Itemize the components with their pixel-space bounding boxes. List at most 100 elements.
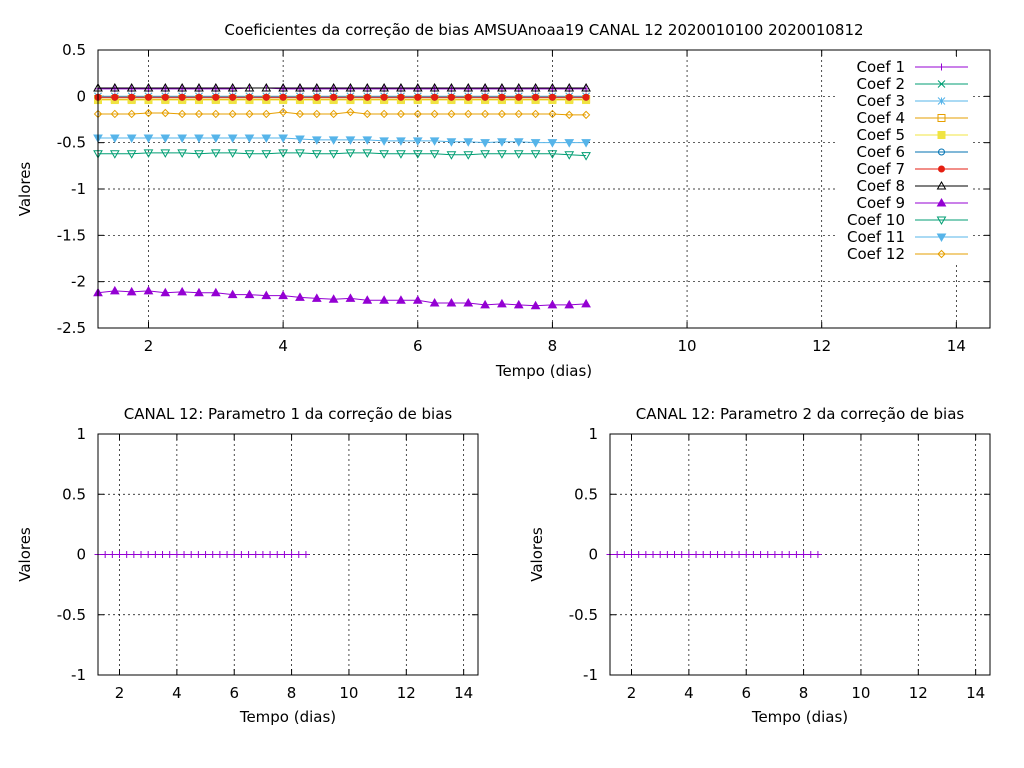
- coef-9-point: [278, 290, 288, 300]
- coef-10-point: [530, 150, 541, 159]
- coef-8-point: [126, 82, 137, 92]
- coef-7-point: [212, 93, 220, 101]
- x-tick-label: 6: [229, 684, 239, 702]
- series-1-point: [807, 551, 815, 558]
- coef-8-point: [463, 82, 474, 92]
- series-1-point: [671, 551, 679, 558]
- series-1-point: [635, 551, 643, 558]
- coef-12-point: [413, 109, 422, 119]
- coef-7-point: [548, 93, 556, 101]
- series-1-point: [692, 551, 700, 558]
- series-1-point: [663, 551, 671, 558]
- coef-9-point: [227, 289, 238, 299]
- coef-8-point: [244, 82, 255, 92]
- coef-9-point: [547, 299, 558, 309]
- x-tick-label: 2: [627, 684, 637, 702]
- coef-8-point: [261, 82, 272, 92]
- series-1-point: [194, 551, 202, 558]
- series-1-point: [288, 551, 296, 558]
- y-tick-label: -1.5: [57, 226, 86, 244]
- coef-11-point: [177, 134, 188, 144]
- coef-11-point: [261, 134, 272, 144]
- parameter-1-chart: CANAL 12: Parametro 1 da correção de bia…: [16, 405, 479, 726]
- coef-8-point: [143, 82, 154, 92]
- coef-9-point: [396, 295, 406, 304]
- y-axis-label: Valores: [16, 162, 34, 217]
- series-1-point: [237, 551, 245, 558]
- legend-marker-coef-9: [936, 197, 947, 207]
- coef-9-point: [446, 297, 457, 307]
- y-tick-label: 0: [76, 87, 86, 105]
- series-series-1: [606, 551, 822, 558]
- series-coef-9: [93, 285, 591, 310]
- coef-12-point: [531, 109, 540, 119]
- x-tick-label: 14: [947, 337, 966, 355]
- x-tick-label: 6: [413, 337, 423, 355]
- series-1-point: [123, 551, 131, 558]
- series-1-point: [209, 551, 217, 558]
- coef-8-point: [295, 82, 305, 92]
- series-1-point: [656, 551, 664, 558]
- coef-12-point: [346, 107, 355, 117]
- series-1-point: [678, 551, 686, 558]
- coef-12-point: [127, 109, 136, 119]
- coef-9-point: [311, 293, 322, 302]
- y-tick-label: -0.5: [57, 134, 86, 152]
- series-series-1: [94, 551, 310, 558]
- coef-10-point: [463, 151, 474, 160]
- coef-9-point: [412, 295, 423, 304]
- coef-8-point: [194, 82, 204, 92]
- coef-11-point: [463, 138, 474, 147]
- legend-label-coef-6: Coef 6: [857, 143, 905, 161]
- coef-10-point: [581, 152, 591, 161]
- coef-7-point: [363, 93, 371, 101]
- coef-7-point: [144, 93, 152, 101]
- coef-8-point: [379, 82, 389, 92]
- series-coef-12: [93, 107, 591, 120]
- series-1-point: [223, 551, 231, 558]
- series-1-point: [771, 551, 779, 558]
- series-1-point: [252, 551, 260, 558]
- coef-12-point: [548, 109, 557, 119]
- series-1-point: [721, 551, 729, 558]
- coef-9-point: [463, 297, 474, 307]
- series-1-point: [620, 551, 628, 558]
- coef-10-point: [109, 150, 120, 159]
- y-tick-label: 0.5: [62, 485, 86, 503]
- coef-10-point: [564, 151, 575, 160]
- coef-11-point: [412, 137, 423, 146]
- legend-marker-coef-3: [937, 97, 946, 105]
- coef-12-point: [245, 109, 254, 119]
- series-1-point: [151, 551, 159, 558]
- coef-7-point: [447, 93, 455, 101]
- coef-7-point: [532, 93, 540, 101]
- coef-11-point: [581, 139, 591, 148]
- legend-label-coef-5: Coef 5: [857, 126, 905, 144]
- series-1-point: [202, 551, 210, 558]
- coef-8-point: [362, 82, 373, 92]
- coef-8-point: [177, 82, 188, 92]
- series-1-point: [216, 551, 224, 558]
- x-tick-label: 2: [144, 337, 154, 355]
- series-1-point: [699, 551, 707, 558]
- coef-11-point: [295, 135, 305, 144]
- x-axis-label: Tempo (dias): [495, 362, 592, 380]
- coef-12-point: [110, 109, 120, 119]
- coef-9-point: [345, 293, 356, 302]
- coef-9-point: [244, 289, 255, 299]
- coef-10-point: [328, 150, 339, 159]
- y-tick-label: -0.5: [57, 606, 86, 624]
- series-1-point: [273, 551, 281, 558]
- legend-label-coef-4: Coef 4: [857, 109, 905, 127]
- plot-frame: [97, 433, 479, 676]
- y-tick-label: -2: [71, 273, 86, 291]
- x-tick-label: 4: [278, 337, 288, 355]
- y-axis-label: Valores: [528, 527, 546, 582]
- coef-12-point: [295, 109, 305, 119]
- coef-8-point: [109, 82, 120, 92]
- coef-12-point: [312, 109, 321, 119]
- coef-8-point: [328, 82, 339, 92]
- series-1-point: [613, 551, 621, 558]
- plot-frame: [609, 433, 991, 676]
